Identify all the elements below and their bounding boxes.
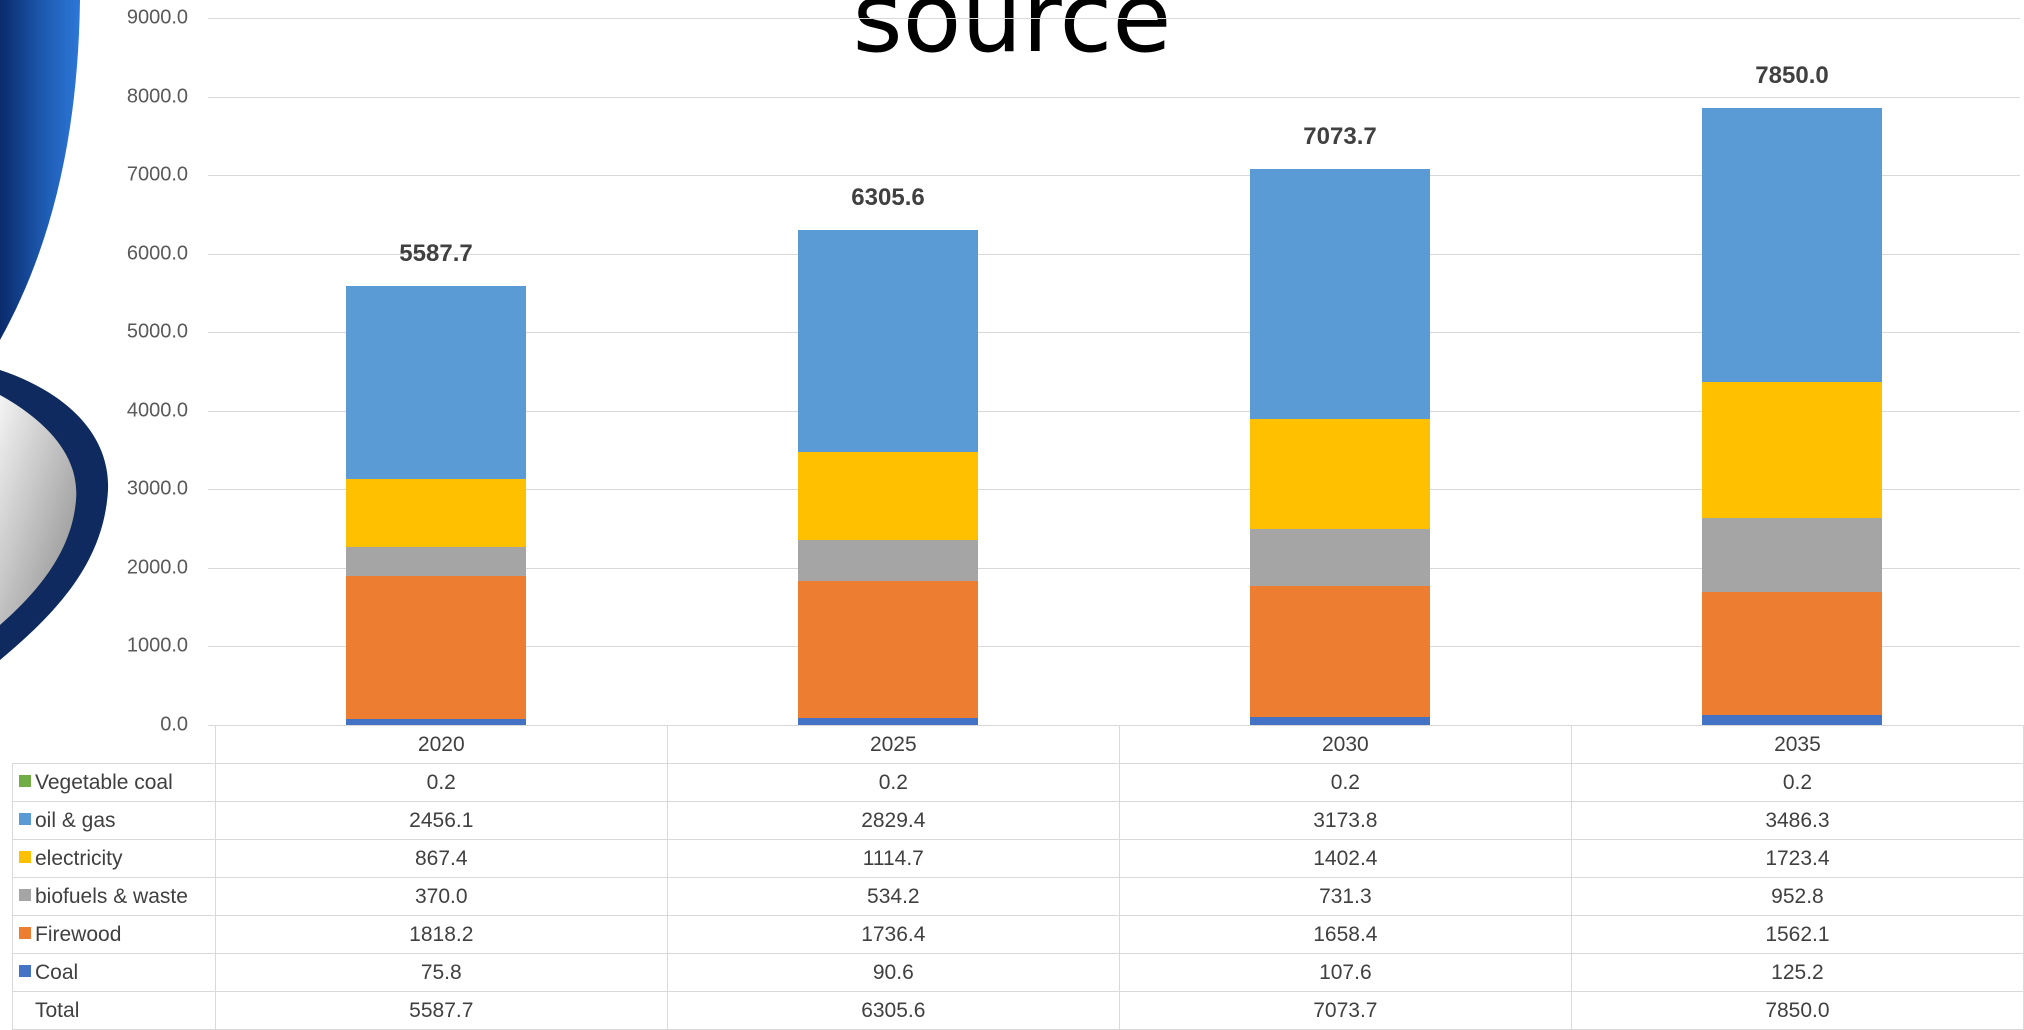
legend-swatch-icon [19, 965, 31, 977]
table-cell: 6305.6 [667, 992, 1119, 1030]
table-cell: 125.2 [1571, 954, 2023, 992]
table-cell: 1818.2 [215, 916, 667, 954]
legend-swatch-icon [19, 927, 31, 939]
legend-label: electricity [35, 847, 123, 870]
legend-label: Total [35, 999, 79, 1022]
y-tick-label: 6000.0 [0, 242, 188, 265]
bar-segment [1250, 717, 1430, 725]
bar-segment [1702, 518, 1882, 593]
table-cell: 0.2 [1571, 764, 2023, 802]
y-tick-label: 4000.0 [0, 399, 188, 422]
table-cell: 952.8 [1571, 878, 2023, 916]
table-cell: 75.8 [215, 954, 667, 992]
bar-segment [1702, 592, 1882, 715]
legend-swatch-icon [19, 889, 31, 901]
y-tick-label: 5000.0 [0, 321, 188, 344]
legend-label: oil & gas [35, 809, 116, 832]
legend-entry: Coal [13, 954, 216, 992]
table-corner [13, 726, 216, 764]
x-category-label: 2020 [215, 726, 667, 764]
table-cell: 2829.4 [667, 802, 1119, 840]
bar-segment [798, 581, 978, 717]
table-cell: 107.6 [1119, 954, 1571, 992]
bar-segment [798, 230, 978, 452]
table-cell: 1658.4 [1119, 916, 1571, 954]
legend-swatch-icon [19, 813, 31, 825]
legend-entry: biofuels & waste [13, 878, 216, 916]
table-cell: 5587.7 [215, 992, 667, 1030]
legend-label: Firewood [35, 923, 121, 946]
legend-swatch-icon [19, 1003, 31, 1015]
legend-entry: oil & gas [13, 802, 216, 840]
y-tick-label: 1000.0 [0, 635, 188, 658]
legend-label: Vegetable coal [35, 771, 173, 794]
table-cell: 370.0 [215, 878, 667, 916]
bar-segment [346, 576, 526, 719]
total-data-label: 7073.7 [1303, 123, 1376, 151]
bar-segment [1250, 586, 1430, 716]
bar-segment [798, 718, 978, 725]
x-category-label: 2035 [1571, 726, 2023, 764]
legend-label: Coal [35, 961, 78, 984]
table-cell: 3173.8 [1119, 802, 1571, 840]
table-cell: 0.2 [1119, 764, 1571, 802]
legend-swatch-icon [19, 775, 31, 787]
y-tick-label: 3000.0 [0, 478, 188, 501]
table-cell: 2456.1 [215, 802, 667, 840]
legend-entry: Firewood [13, 916, 216, 954]
table-cell: 0.2 [215, 764, 667, 802]
x-category-label: 2025 [667, 726, 1119, 764]
table-cell: 1723.4 [1571, 840, 2023, 878]
table-cell: 0.2 [667, 764, 1119, 802]
total-data-label: 6305.6 [851, 184, 924, 212]
bar-segment [346, 479, 526, 547]
bar-segment [1702, 715, 1882, 725]
y-tick-label: 8000.0 [0, 85, 188, 108]
table-cell: 7850.0 [1571, 992, 2023, 1030]
legend-entry: Vegetable coal [13, 764, 216, 802]
bar-segment [1702, 108, 1882, 382]
bar-segment [1250, 419, 1430, 529]
x-category-label: 2030 [1119, 726, 1571, 764]
table-cell: 1562.1 [1571, 916, 2023, 954]
gridline [208, 97, 2020, 98]
legend-swatch-icon [19, 851, 31, 863]
table-cell: 1114.7 [667, 840, 1119, 878]
bar-segment [346, 547, 526, 576]
table-cell: 867.4 [215, 840, 667, 878]
y-tick-label: 9000.0 [0, 7, 188, 30]
bar-segment [1702, 382, 1882, 517]
chart-title: source [0, 0, 2024, 74]
legend-entry: Total [13, 992, 216, 1030]
table-cell: 90.6 [667, 954, 1119, 992]
total-data-label: 7850.0 [1755, 62, 1828, 90]
table-cell: 1402.4 [1119, 840, 1571, 878]
bar-segment [798, 540, 978, 582]
total-data-label: 5587.7 [399, 240, 472, 268]
gridline [208, 18, 2020, 19]
table-cell: 3486.3 [1571, 802, 2023, 840]
bar-segment [1250, 529, 1430, 586]
legend-label: biofuels & waste [35, 885, 188, 908]
table-cell: 1736.4 [667, 916, 1119, 954]
bar-segment [798, 452, 978, 540]
bar-segment [1250, 169, 1430, 418]
y-tick-label: 2000.0 [0, 556, 188, 579]
table-cell: 534.2 [667, 878, 1119, 916]
table-cell: 7073.7 [1119, 992, 1571, 1030]
bar-segment [346, 286, 526, 479]
legend-entry: electricity [13, 840, 216, 878]
y-tick-label: 7000.0 [0, 164, 188, 187]
table-cell: 731.3 [1119, 878, 1571, 916]
